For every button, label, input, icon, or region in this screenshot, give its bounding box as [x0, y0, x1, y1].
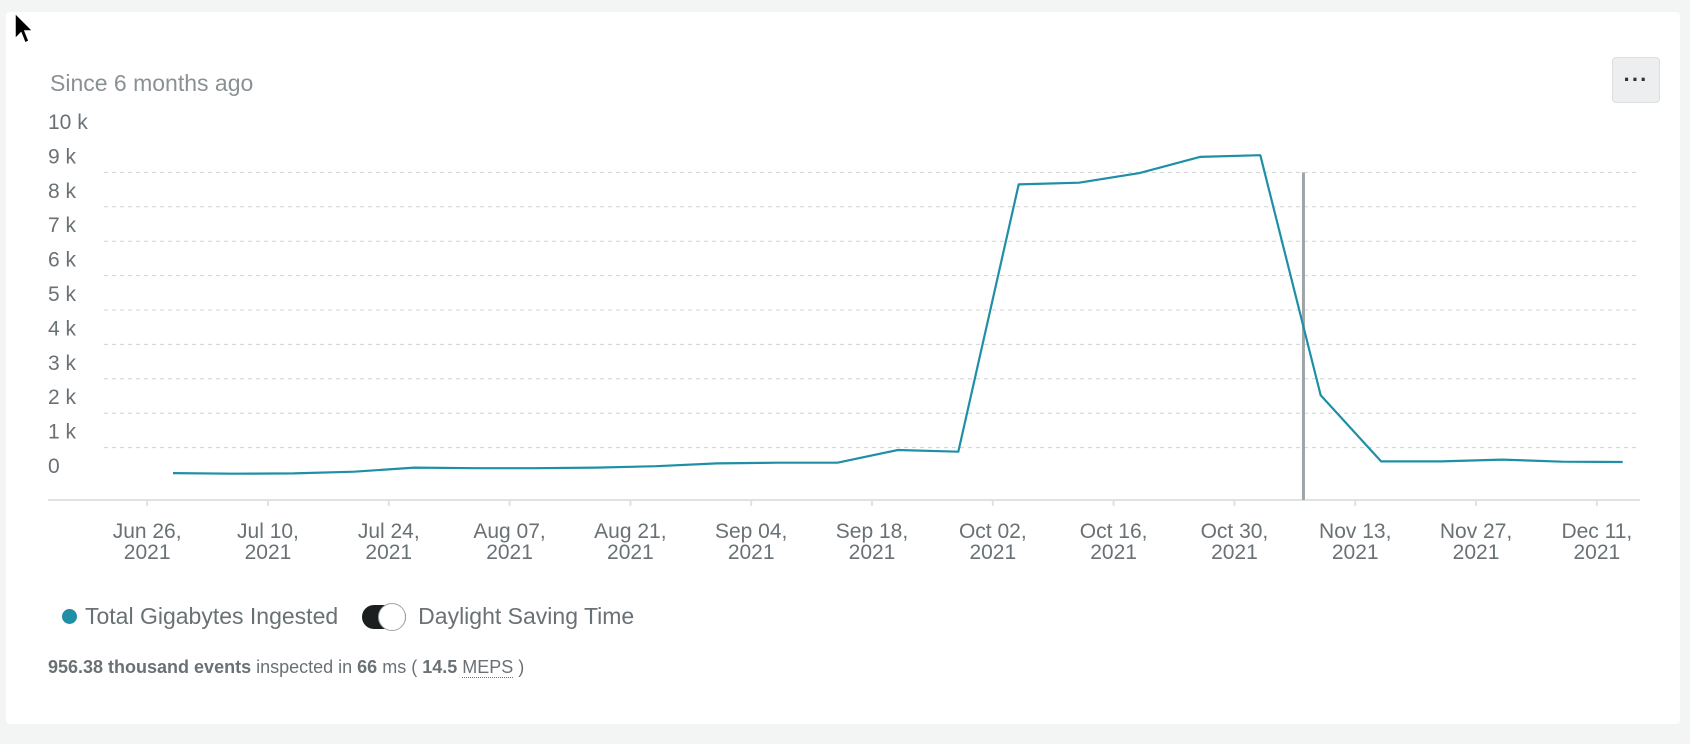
x-tick-label: 2021	[486, 541, 533, 564]
x-tick-label: 2021	[365, 541, 412, 564]
chart-card: Since 6 months ago ···	[6, 12, 1680, 724]
x-tick-label: Dec 11,	[1561, 520, 1632, 543]
x-tick-label: Oct 16,	[1080, 520, 1148, 543]
toggle-knob	[378, 602, 407, 631]
y-tick-label: 9 k	[48, 145, 77, 168]
query-stats: 956.38 thousand events inspected in 66 m…	[48, 657, 524, 678]
x-tick-label: Nov 13,	[1319, 520, 1391, 543]
x-tick-label: Aug 07,	[473, 520, 545, 543]
legend: Total Gigabytes Ingested Daylight Saving…	[62, 602, 635, 631]
series-color-dot-icon[interactable]	[62, 609, 77, 624]
more-icon: ···	[1623, 67, 1649, 92]
x-tick-label: 2021	[1453, 541, 1500, 564]
x-tick-label: 2021	[1332, 541, 1379, 564]
y-tick-label: 7 k	[48, 214, 77, 237]
x-tick-label: 2021	[1211, 541, 1258, 564]
y-tick-label: 0	[48, 455, 60, 478]
x-tick-label: Jul 24,	[358, 520, 420, 543]
series-line	[172, 154, 1623, 475]
x-tick-label: 2021	[1090, 541, 1137, 564]
x-tick-label: Jun 26,	[113, 520, 182, 543]
events-count: 956.38 thousand events	[48, 657, 252, 677]
x-tick-label: Jul 10,	[237, 520, 299, 543]
daylight-saving-label: Daylight Saving Time	[418, 603, 635, 629]
y-tick-label: 4 k	[48, 317, 77, 340]
daylight-saving-toggle[interactable]	[362, 602, 407, 631]
y-tick-label: 8 k	[48, 180, 77, 203]
mouse-pointer-icon	[14, 12, 35, 45]
y-tick-label: 3 k	[48, 352, 77, 375]
time-range-label: Since 6 months ago	[50, 70, 254, 96]
x-tick-label: 2021	[969, 541, 1016, 564]
x-tick-label: Oct 30,	[1201, 520, 1269, 543]
legend-series-label[interactable]: Total Gigabytes Ingested	[85, 603, 339, 629]
x-tick-label: 2021	[1573, 541, 1620, 564]
inspected-text: inspected in	[251, 657, 358, 677]
close-paren: )	[513, 657, 525, 677]
y-tick-label: 1 k	[48, 421, 77, 444]
x-tick-label: Sep 04,	[715, 520, 787, 543]
x-tick-label: 2021	[124, 541, 171, 564]
meps-value: 14.5	[422, 657, 458, 677]
x-tick-label: 2021	[849, 541, 896, 564]
ms-unit: ms (	[377, 657, 423, 677]
x-tick-label: Sep 18,	[836, 520, 908, 543]
ms-value: 66	[357, 657, 378, 677]
y-tick-label: 5 k	[48, 283, 77, 306]
x-tick-label: 2021	[245, 541, 292, 564]
y-tick-label: 10 k	[48, 111, 88, 134]
x-tick-label: Nov 27,	[1440, 520, 1512, 543]
x-tick-label: 2021	[728, 541, 775, 564]
meps-abbreviation[interactable]: MEPS	[462, 657, 514, 678]
x-tick-label: Aug 21,	[594, 520, 666, 543]
y-tick-label: 2 k	[48, 386, 77, 409]
x-tick-label: Oct 02,	[959, 520, 1027, 543]
x-tick-label: 2021	[607, 541, 654, 564]
more-options-button[interactable]: ···	[1612, 57, 1660, 103]
y-tick-label: 6 k	[48, 249, 77, 272]
